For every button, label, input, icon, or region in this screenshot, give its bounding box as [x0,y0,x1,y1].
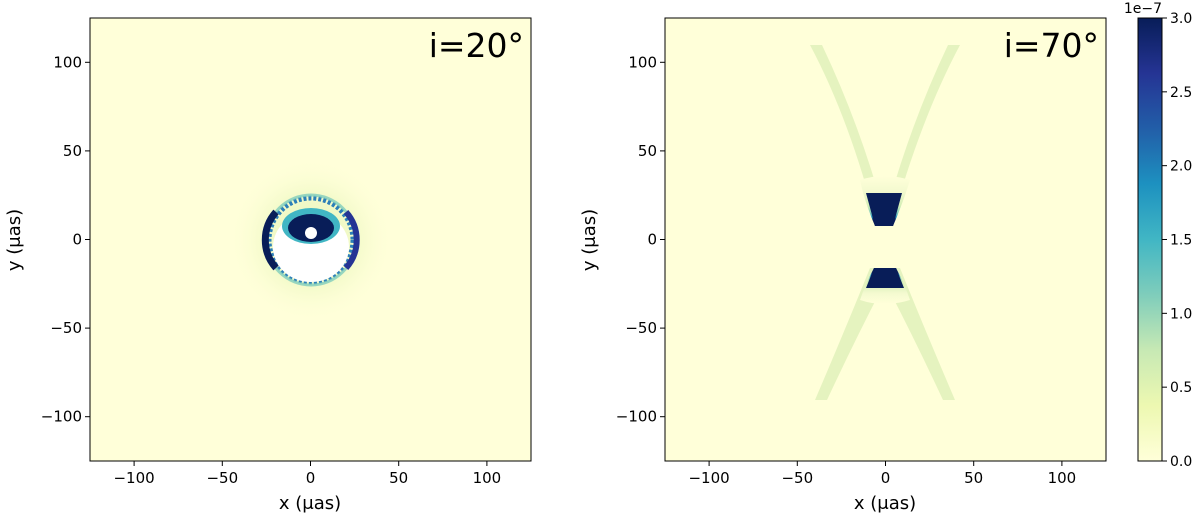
colorbar-gradient [1137,17,1163,462]
colorbar-exponent: 1e−7 [1124,1,1162,17]
ring-left-arc-i20 [261,209,279,271]
plot-area-i70 [665,18,1106,461]
x-tick-label-i20: 100 [473,469,502,487]
y-axis-label-i70: y (μas) [579,209,600,271]
x-tick-label-i20: 0 [306,469,316,487]
y-tick-label-i70: 0 [647,231,657,249]
colorbar-tick-label: 2.0 [1170,159,1192,175]
x-tick-label-i20: −50 [206,469,238,487]
colorbar-tick-label: 0.5 [1170,380,1192,396]
ticks-i20: −100 −50 0 50 100 −100 −50 0 50 100 [41,53,501,487]
y-tick-label-i20: −50 [50,319,82,337]
lower-cone-i70 [815,268,955,400]
y-axis-label-i20: y (μas) [4,209,25,271]
upper-cone-fill-i70 [866,193,902,226]
x-tick-label-i70: −100 [688,469,729,487]
panel-i20: i=20° −100 −50 0 50 100 −100 −50 0 50 100 x (μas)… [4,17,532,514]
ring-right-arc-i20 [343,210,360,270]
colorbar-tick-label: 0.0 [1170,454,1192,470]
x-axis-label-i20: x (μas) [279,493,341,514]
panel-i70: i=70° −100 −50 0 50 100 −100 −50 0 50 100 x (μas)… [579,17,1107,514]
ticks-i70: −100 −50 0 50 100 −100 −50 0 50 100 [616,53,1076,487]
x-tick-label-i20: −100 [113,469,154,487]
lower-cone-fill-i70 [866,268,904,288]
y-tick-label-i20: 0 [72,231,82,249]
y-tick-label-i20: 100 [53,53,82,71]
colorbar-tick-label: 2.5 [1170,85,1192,101]
y-tick-label-i70: −50 [625,319,657,337]
y-tick-label-i20: −100 [41,408,82,426]
panel-label-i20: i=20° [429,26,524,65]
upper-cone-i70 [810,45,960,226]
bright-spot-i20 [305,227,317,239]
x-tick-label-i20: 50 [389,469,408,487]
y-tick-label-i70: −100 [616,408,657,426]
x-tick-label-i70: −50 [781,469,813,487]
panel-label-i70: i=70° [1004,26,1099,65]
y-tick-label-i70: 50 [638,142,657,160]
colorbar-tick-label: 3.0 [1170,11,1192,27]
colorbar-tick-label: 1.5 [1170,233,1192,249]
y-tick-label-i70: 100 [628,53,657,71]
colorbar: 0.0 0.5 1.0 1.5 2.0 2.5 3.0 1e−7 [1124,1,1192,470]
heatmap-i20 [229,158,393,322]
heatmap-i70 [810,45,960,400]
y-tick-label-i20: 50 [63,142,82,160]
colorbar-tick-label: 1.0 [1170,306,1192,322]
x-tick-label-i70: 50 [964,469,983,487]
x-tick-label-i70: 0 [881,469,891,487]
x-axis-label-i70: x (μas) [854,493,916,514]
colorbar-ticks: 0.0 0.5 1.0 1.5 2.0 2.5 3.0 [1162,11,1192,470]
x-tick-label-i70: 100 [1048,469,1077,487]
